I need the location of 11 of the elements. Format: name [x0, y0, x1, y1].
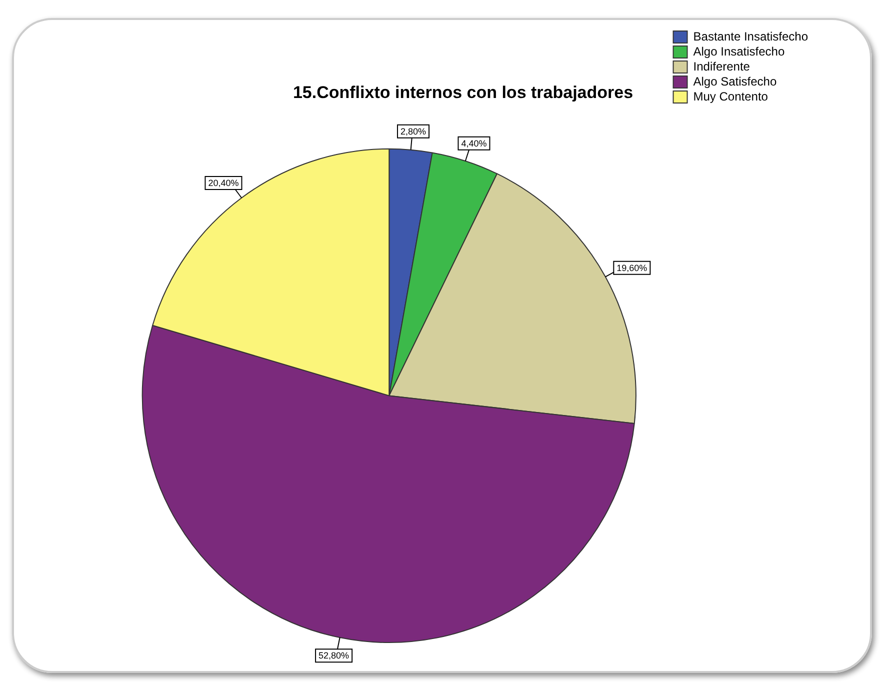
data-label: 4,40%: [461, 138, 487, 148]
data-label: 2,80%: [400, 126, 426, 136]
data-label: 19,60%: [616, 262, 648, 273]
data-label: 20,40%: [208, 178, 239, 188]
legend-label: Muy Contento: [693, 89, 768, 104]
legend-label: Indiferente: [693, 59, 750, 74]
text: 15.Conflixto internos con los trabajadores: [292, 82, 634, 102]
data-label: 52,80%: [318, 650, 350, 661]
legend-label: Algo Satisfecho: [693, 74, 777, 88]
legend-label: Bastante Insatisfecho: [693, 29, 808, 44]
legend-label: Algo Insatisfecho: [693, 44, 785, 58]
